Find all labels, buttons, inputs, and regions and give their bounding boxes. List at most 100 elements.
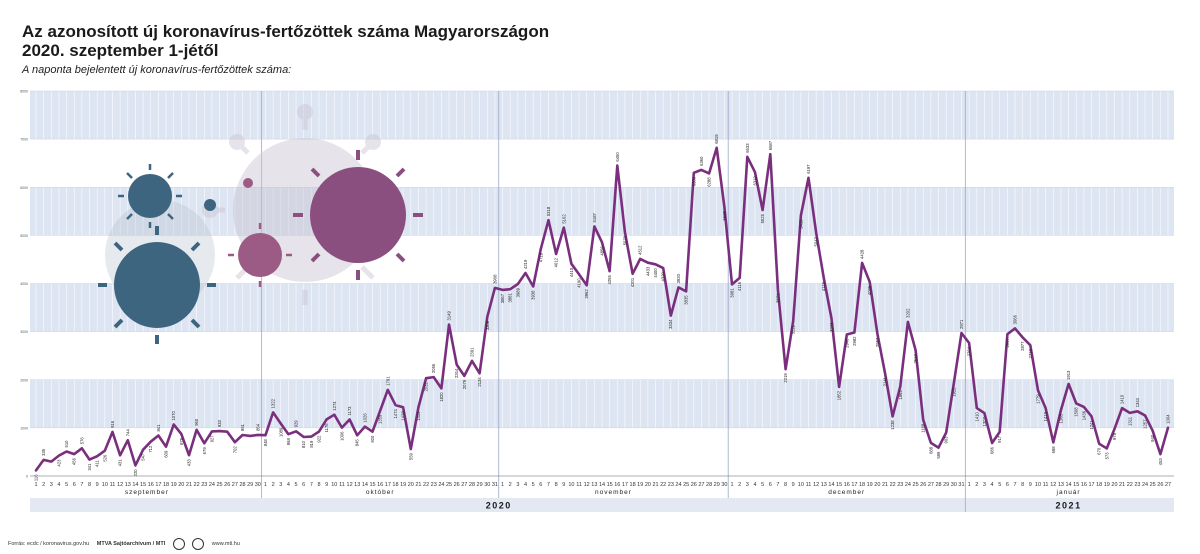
data-label: 3867 [500, 293, 505, 303]
series-line-group [34, 146, 1170, 472]
data-label: 4255 [607, 274, 612, 284]
data-label: 3920 [676, 273, 681, 283]
x-tick-label: 7 [1013, 482, 1016, 488]
x-tick-label: 10 [331, 482, 337, 488]
data-label: 510 [64, 440, 69, 448]
x-tick-label: 14 [1066, 482, 1072, 488]
data-label: 4219 [523, 259, 528, 269]
x-tick-label: 11 [576, 482, 582, 488]
x-tick-label: 16 [377, 482, 383, 488]
x-tick-label: 15 [1073, 482, 1079, 488]
data-label: 423 [56, 459, 61, 467]
data-label: 4190 [577, 278, 582, 288]
data-label: 3149 [446, 310, 451, 320]
x-tick-label: 8 [1021, 482, 1024, 488]
x-tick-label: 29 [247, 482, 253, 488]
x-tick-label: 3 [516, 482, 519, 488]
footer-credit: MTVA Sajtóarchívum / MTI [96, 541, 166, 548]
virus-icon-purple-small [228, 223, 292, 287]
y-axis: 0 1000 2000 3000 4000 5000 6000 7000 8000 [20, 90, 1174, 479]
x-tick-label: 5 [761, 482, 764, 488]
x-tick-label: 25 [446, 482, 452, 488]
x-tick-label: 1 [968, 482, 971, 488]
x-tick-label: 29 [477, 482, 483, 488]
x-tick-label: 28 [935, 482, 941, 488]
x-tick-label: 26 [691, 482, 697, 488]
x-tick-label: 6 [1006, 482, 1009, 488]
x-tick-label: 2 [272, 482, 275, 488]
data-label: 2971 [959, 319, 964, 329]
data-label: 1070 [171, 411, 176, 421]
data-label: 2079 [462, 379, 467, 389]
data-label: 1474 [393, 408, 398, 418]
data-label: 819 [309, 440, 314, 448]
data-label: 2764 [967, 346, 972, 356]
data-label: 411 [95, 460, 100, 467]
data-label: 1238 [890, 420, 895, 430]
x-tick-label: 11 [1043, 482, 1049, 488]
data-label: 6288 [707, 177, 712, 187]
data-label: 1089 [278, 427, 283, 437]
data-label: 4410 [569, 267, 574, 277]
x-tick-label: 5 [65, 482, 68, 488]
data-label: 3962 [584, 289, 589, 299]
data-label: 916 [110, 420, 115, 428]
x-tick-label: 17 [385, 482, 391, 488]
x-tick-label: 4 [524, 482, 527, 488]
data-label: 1864 [898, 390, 903, 400]
data-label: 6450 [615, 152, 620, 162]
x-tick-label: 14 [599, 482, 605, 488]
x-tick-label: 30 [721, 482, 727, 488]
data-label: 933 [217, 419, 222, 427]
data-label: 848 [263, 439, 268, 447]
x-tick-label: 21 [415, 482, 421, 488]
chart-subtitle: A naponta bejelentett új koronavírus-fer… [22, 64, 292, 76]
month-label: január [1056, 489, 1081, 496]
x-tick-label: 9 [562, 482, 565, 488]
x-tick-label: 14 [362, 482, 368, 488]
x-tick-label: 16 [614, 482, 620, 488]
data-label: 810 [301, 440, 306, 448]
data-label: 1413 [1043, 411, 1048, 421]
x-tick-label: 7 [80, 482, 83, 488]
x-tick-label: 15 [140, 482, 146, 488]
x-tick-label: 24 [905, 482, 911, 488]
chart-title-line2: 2020. szeptember 1-jétől [22, 41, 219, 60]
x-tick-label: 15 [369, 482, 375, 488]
x-tick-label: 13 [821, 482, 827, 488]
year-label: 2021 [1056, 501, 1082, 511]
x-tick-label: 20 [408, 482, 414, 488]
data-label: 5162 [561, 214, 566, 224]
data-label: 6360 [699, 156, 704, 166]
month-label: december [828, 489, 865, 496]
x-tick-label: 10 [798, 482, 804, 488]
chart-title-line1: Az azonosított új koronavírus-fertőzötte… [22, 22, 550, 41]
x-tick-label: 2 [975, 482, 978, 488]
data-label: 1410 [974, 411, 979, 421]
x-tick-label: 12 [584, 482, 590, 488]
x-tick-label: 24 [438, 482, 444, 488]
data-label: 686 [990, 446, 995, 454]
x-tick-label: 25 [1150, 482, 1156, 488]
data-label: 1241 [1089, 420, 1094, 430]
data-label: 4433 [645, 266, 650, 276]
x-tick-label: 7 [776, 482, 779, 488]
x-tick-label: 30 [255, 482, 261, 488]
data-label: 3308 [485, 320, 490, 330]
x-tick-label: 1 [730, 482, 733, 488]
data-label: 5588 [722, 210, 727, 220]
x-tick-label: 10 [568, 482, 574, 488]
data-label: 1274 [332, 401, 337, 411]
data-label: 6312 [753, 176, 758, 186]
x-tick-label: 17 [622, 482, 628, 488]
data-label: 1423 [416, 411, 421, 421]
virus-illustration [98, 104, 423, 344]
data-label: 431 [118, 459, 123, 467]
x-tick-label: 8 [555, 482, 558, 488]
x-tick-label: 27 [461, 482, 467, 488]
x-tick-label: 29 [714, 482, 720, 488]
data-label: 1004 [1165, 414, 1170, 424]
data-label: 841 [156, 424, 161, 432]
x-tick-label: 8 [317, 482, 320, 488]
x-tick-label: 3 [50, 482, 53, 488]
